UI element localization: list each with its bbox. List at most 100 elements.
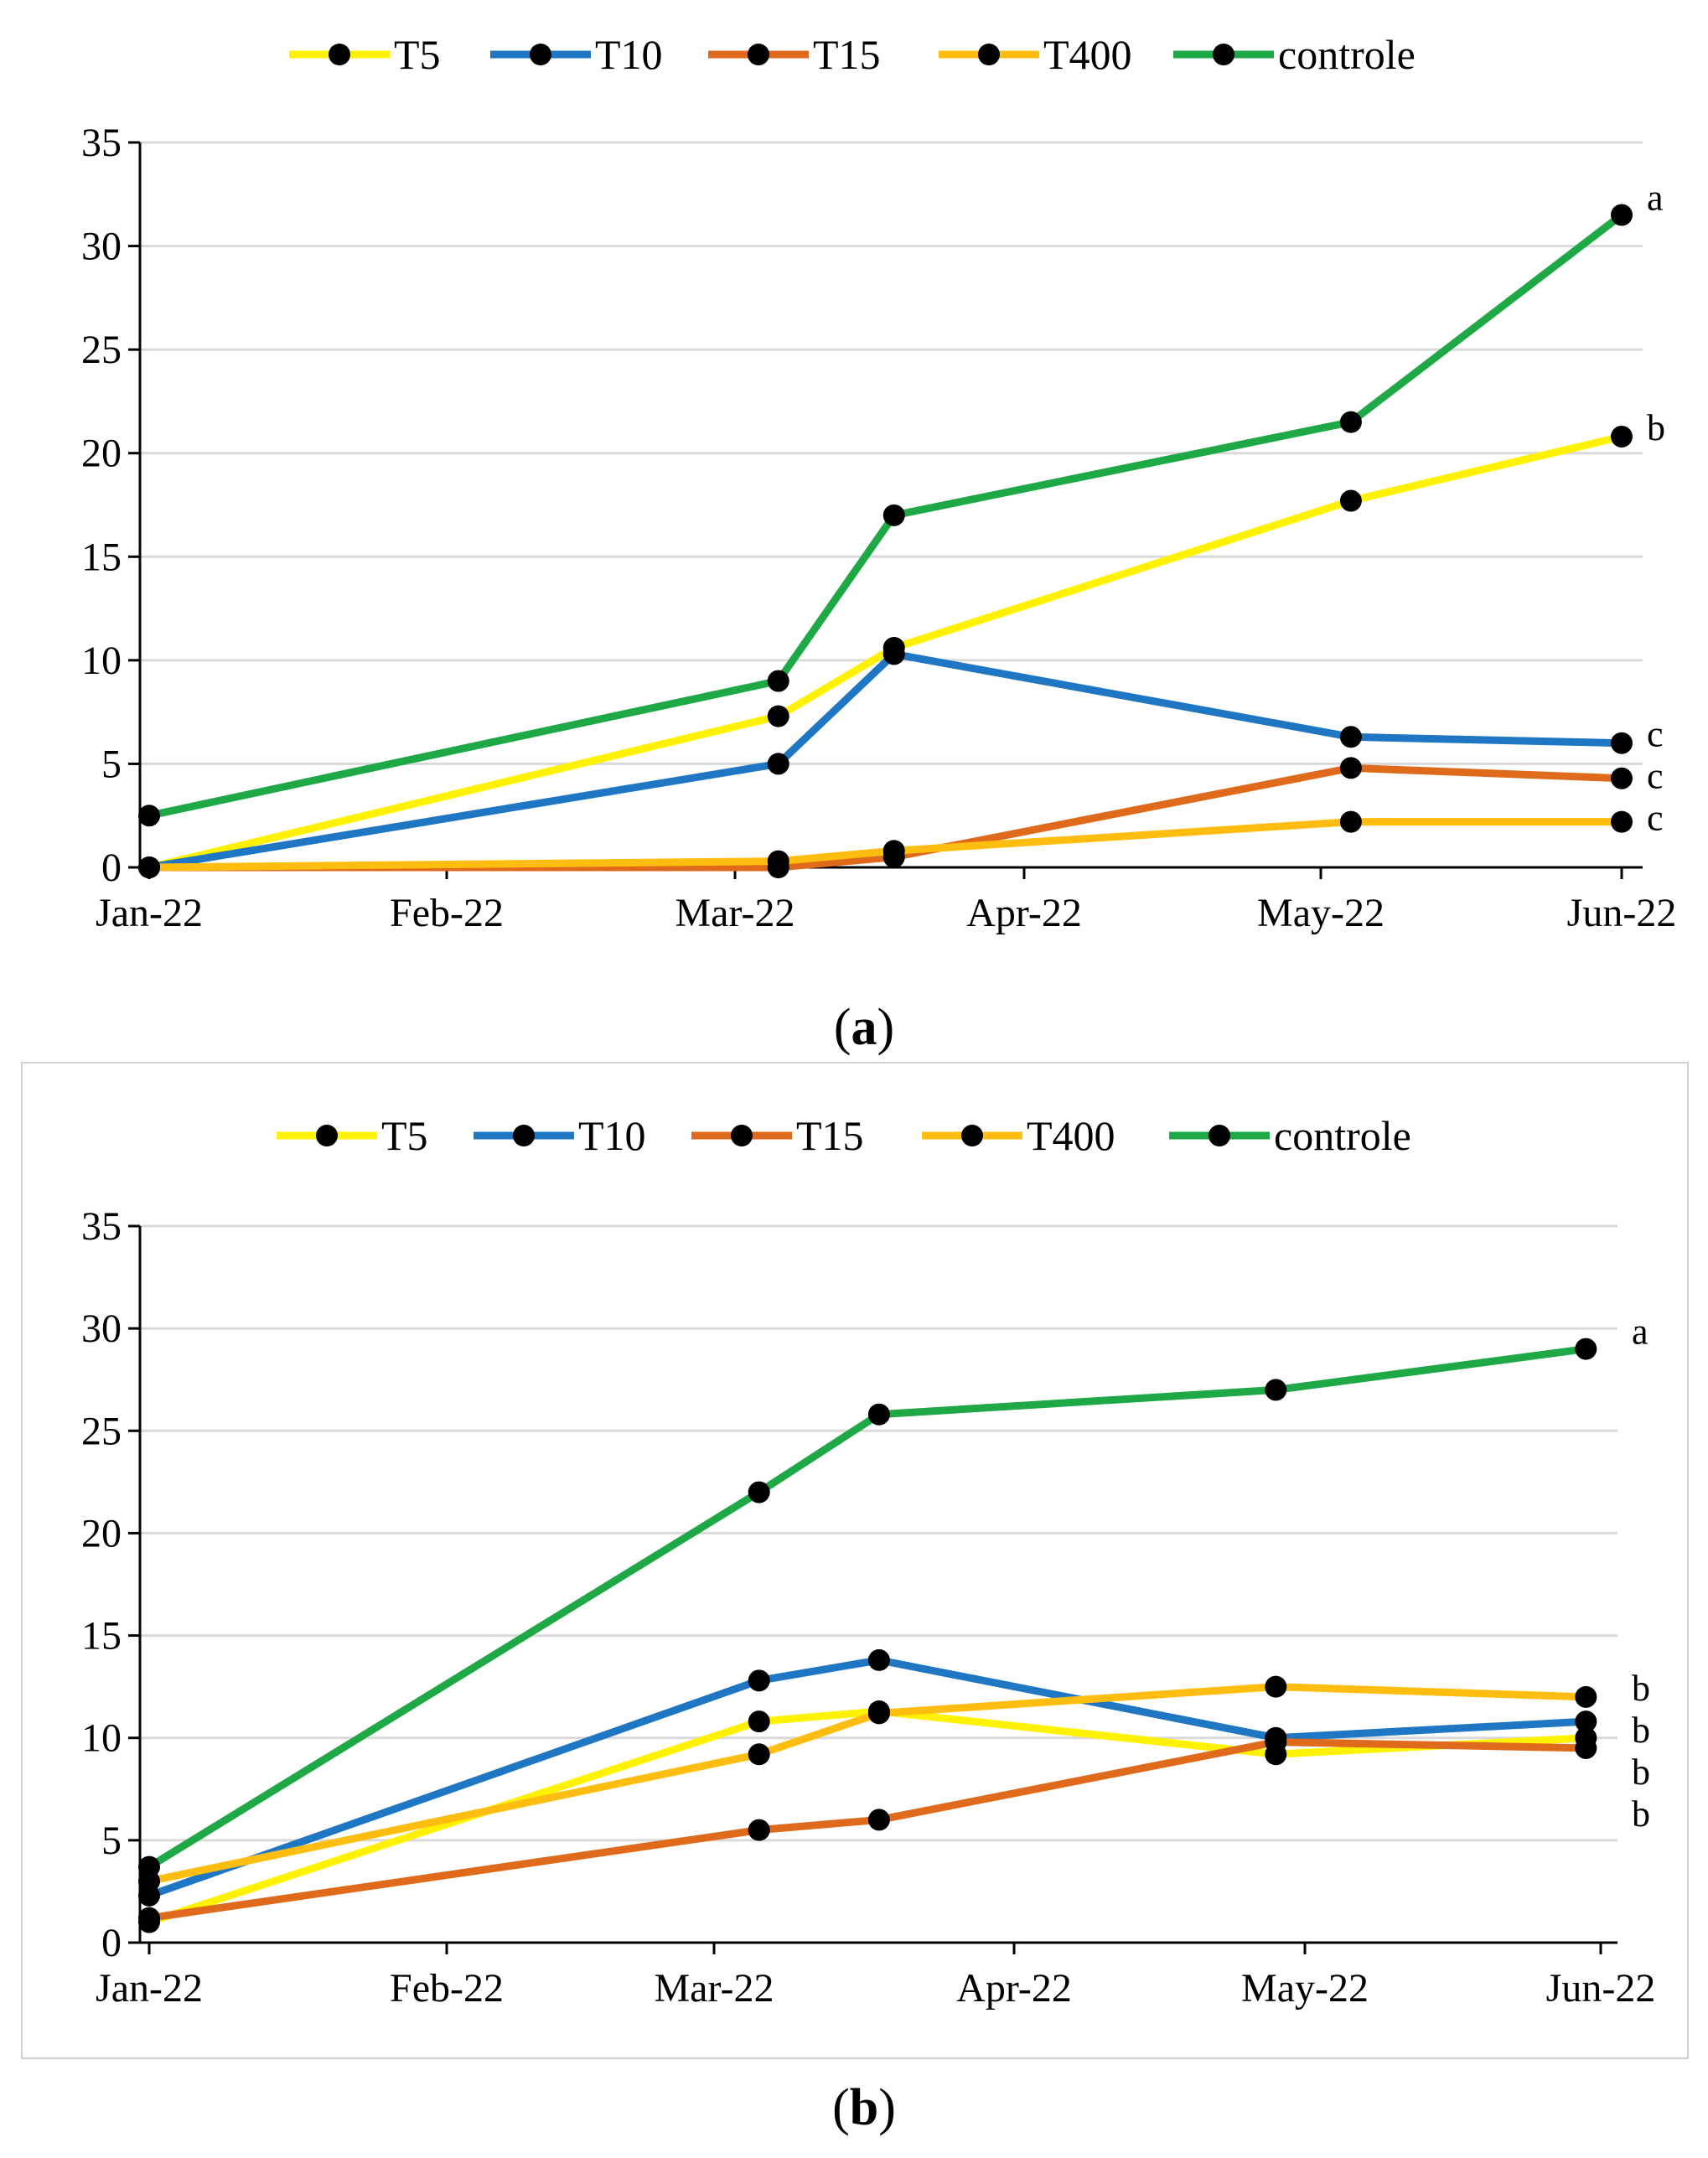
legend-label-controle: controle [1278, 31, 1416, 78]
point-T5 [767, 705, 789, 727]
significance-letter-T10: b [1632, 1710, 1650, 1751]
point-T400 [1339, 810, 1362, 833]
point-T15 [748, 1819, 770, 1841]
legend-label-controle: controle [1274, 1112, 1411, 1159]
point-T15 [867, 1809, 890, 1831]
xtick-label: Mar-22 [675, 891, 795, 935]
significance-letter-T400: b [1632, 1668, 1650, 1709]
legend-label-T15: T15 [796, 1112, 864, 1159]
xtick-label: Jun-22 [1546, 1966, 1656, 2011]
caption-b: (b) [832, 2079, 896, 2136]
legend-label-T10: T10 [595, 31, 663, 78]
point-T400 [1575, 1685, 1597, 1708]
ytick-label: 25 [81, 1409, 122, 1453]
significance-letter-controle: a [1632, 1312, 1648, 1353]
point-controle [748, 1481, 770, 1503]
legend-marker-controle [1213, 44, 1234, 65]
point-controle [882, 504, 905, 526]
legend-label-T15: T15 [813, 31, 881, 78]
xtick-label: Mar-22 [655, 1966, 774, 2011]
legend-label-T400: T400 [1043, 31, 1132, 78]
point-T15 [1339, 757, 1362, 779]
point-T10 [767, 753, 789, 775]
significance-letter-controle: a [1647, 178, 1664, 219]
point-T400 [882, 840, 905, 862]
xtick-label: Jun-22 [1567, 891, 1677, 935]
panel-a-plot: 0 5 10 15 20 25 30 35 Jan-22 Feb-22 Mar-22 Apr-22 Ma… [81, 31, 1676, 935]
point-controle [138, 1855, 160, 1878]
point-controle [867, 1403, 890, 1426]
point-T5 [748, 1710, 770, 1733]
legend-marker-T15 [731, 1125, 753, 1146]
ytick-label: 35 [81, 1204, 122, 1249]
xtick-label: Jan-22 [96, 1966, 203, 2011]
panel-b-frame [21, 1062, 1689, 2059]
point-T15 [138, 1907, 160, 1929]
significance-letter-T15: c [1647, 756, 1664, 797]
caption-a: (a) [834, 999, 894, 1056]
significance-letter-T5: b [1647, 407, 1665, 448]
legend-marker-T10 [530, 44, 551, 65]
xtick-label: Feb-22 [390, 891, 504, 935]
ytick-label: 10 [81, 639, 122, 683]
series-line-T15 [145, 1738, 1590, 1923]
xtick-label: Feb-22 [390, 1966, 504, 2011]
point-T10 [882, 643, 905, 665]
ytick-label: 30 [81, 1307, 122, 1351]
ytick-label: 25 [81, 328, 122, 372]
ytick-label: 0 [101, 846, 122, 890]
legend-marker-T10 [513, 1125, 535, 1146]
series-line-T10 [145, 1656, 1590, 1900]
point-T400 [748, 1743, 770, 1766]
point-T15 [1575, 1736, 1597, 1759]
legend-label-T400: T400 [1027, 1112, 1115, 1159]
ytick-label: 20 [81, 432, 122, 476]
series-line-T10 [145, 649, 1626, 872]
point-T5 [1339, 489, 1362, 512]
point-T400 [138, 856, 160, 878]
xtick-label: Apr-22 [956, 1966, 1072, 2011]
point-T10 [748, 1669, 770, 1692]
point-T10 [1339, 726, 1362, 748]
significance-letter-T15: b [1632, 1793, 1650, 1835]
significance-letter-T5: b [1632, 1752, 1650, 1793]
legend-marker-T400 [978, 44, 1000, 65]
ytick-label: 15 [81, 535, 122, 579]
point-controle [767, 670, 789, 692]
ytick-label: 30 [81, 225, 122, 269]
ytick-label: 5 [101, 1819, 122, 1863]
point-controle [138, 805, 160, 827]
ytick-label: 20 [81, 1511, 122, 1555]
legend-label-T10: T10 [578, 1112, 646, 1159]
ytick-label: 15 [81, 1614, 122, 1659]
legend-marker-controle [1209, 1125, 1230, 1146]
point-T15 [1265, 1731, 1287, 1753]
point-T400 [767, 850, 789, 872]
point-T15 [1611, 767, 1633, 789]
point-T10 [1575, 1710, 1597, 1733]
point-T400 [1265, 1675, 1287, 1698]
point-T400 [1611, 810, 1633, 833]
significance-letter-T10: c [1647, 714, 1664, 755]
ytick-label: 35 [81, 121, 122, 165]
legend-label-T5: T5 [394, 31, 441, 78]
xtick-label: Jan-22 [96, 891, 203, 935]
legend-marker-T5 [329, 44, 350, 65]
point-controle [1265, 1379, 1287, 1401]
legend-marker-T5 [316, 1125, 338, 1146]
ytick-label: 0 [101, 1921, 122, 1965]
point-T5 [1611, 425, 1633, 448]
point-T400 [867, 1702, 890, 1725]
point-T10 [867, 1648, 890, 1671]
xtick-label: May-22 [1241, 1966, 1369, 2011]
legend-marker-T15 [748, 44, 769, 65]
significance-letter-T400: c [1647, 798, 1664, 839]
legend-marker-T400 [961, 1125, 983, 1146]
series-line-controle [145, 1345, 1590, 1871]
xtick-label: May-22 [1257, 891, 1385, 935]
point-controle [1575, 1338, 1597, 1360]
point-controle [1611, 204, 1633, 226]
ytick-label: 5 [101, 742, 122, 786]
legend-label-T5: T5 [381, 1112, 428, 1159]
